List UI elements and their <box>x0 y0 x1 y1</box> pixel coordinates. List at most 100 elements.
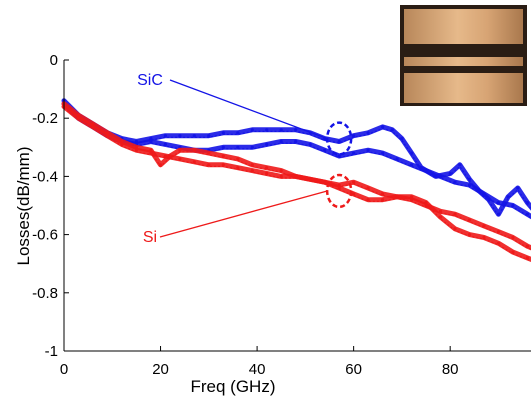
inset-signal-line <box>404 57 523 66</box>
data-point <box>323 180 327 184</box>
data-point <box>525 244 530 248</box>
data-point <box>496 201 501 205</box>
data-point <box>366 186 370 190</box>
data-point <box>207 134 211 138</box>
data-point <box>279 128 283 132</box>
data-point <box>337 139 341 144</box>
annotation-label: Si <box>143 229 157 246</box>
data-point <box>163 142 167 146</box>
data-point <box>366 131 370 135</box>
data-point <box>496 241 501 245</box>
chart-marks <box>61 98 531 263</box>
x-tick-label: 80 <box>442 361 459 378</box>
y-tick-label: 0 <box>50 52 58 69</box>
data-point <box>525 201 530 205</box>
data-point <box>453 180 457 184</box>
data-point <box>250 169 254 173</box>
data-point <box>337 186 341 190</box>
data-point <box>381 192 385 196</box>
data-point <box>381 198 385 202</box>
series-line <box>61 98 531 217</box>
y-tick-label: -0.4 <box>32 168 58 185</box>
x-tick-label: 20 <box>152 361 169 378</box>
data-point <box>516 186 520 190</box>
data-point <box>236 157 240 161</box>
x-tick-label: 0 <box>60 361 68 378</box>
data-point <box>221 163 225 167</box>
data-point <box>496 230 501 234</box>
annotation-label: SiC <box>137 72 163 89</box>
data-point <box>453 227 457 231</box>
data-point <box>178 157 182 161</box>
data-point <box>410 195 414 199</box>
data-point <box>424 201 428 205</box>
annotation-leader <box>169 79 328 140</box>
data-point <box>236 131 240 135</box>
data-point <box>134 148 138 152</box>
data-point <box>294 174 298 178</box>
x-tick-label: 40 <box>249 361 266 378</box>
annotation-leader <box>159 190 328 238</box>
series-line-texture <box>63 104 531 219</box>
data-point <box>149 151 153 155</box>
data-point <box>506 195 510 199</box>
data-point <box>265 171 269 176</box>
data-point <box>352 134 356 138</box>
data-point <box>163 134 167 138</box>
data-point <box>482 235 486 240</box>
data-point <box>381 151 385 155</box>
data-point <box>163 154 167 158</box>
series-sic-1 <box>61 101 531 220</box>
inset-ground-top <box>404 9 523 44</box>
data-point <box>448 171 452 176</box>
y-tick-label: -1 <box>45 343 58 360</box>
x-axis-label: Freq (GHz) <box>191 377 276 396</box>
data-point <box>467 218 472 222</box>
data-point <box>337 154 341 158</box>
y-tick-label: -0.6 <box>32 227 58 244</box>
data-point <box>250 128 254 132</box>
data-point <box>265 166 269 170</box>
data-point <box>91 125 95 129</box>
data-point <box>381 125 385 129</box>
data-point <box>279 174 283 178</box>
data-point <box>323 148 327 152</box>
y-tick-label: -0.8 <box>32 285 58 302</box>
data-point <box>410 151 414 155</box>
data-point <box>308 177 312 181</box>
data-point <box>458 163 462 167</box>
data-point <box>178 134 182 138</box>
data-point <box>366 148 370 152</box>
data-point <box>207 151 211 155</box>
data-point <box>525 212 530 216</box>
data-point <box>410 163 414 167</box>
data-point <box>467 233 472 237</box>
data-point <box>395 157 399 161</box>
data-point <box>250 145 254 149</box>
data-point <box>221 154 225 158</box>
data-point <box>192 134 196 138</box>
data-point <box>352 151 356 155</box>
data-point <box>76 116 81 120</box>
data-point <box>438 209 443 213</box>
data-point <box>105 134 109 138</box>
data-point <box>221 131 225 135</box>
data-point <box>511 235 515 240</box>
data-point <box>265 128 269 132</box>
data-point <box>467 177 472 181</box>
data-point <box>400 137 404 141</box>
data-point <box>511 250 515 254</box>
series-si-3 <box>61 104 531 263</box>
data-point <box>453 212 457 216</box>
series-sic-0 <box>61 98 531 217</box>
data-point <box>149 139 153 144</box>
data-point <box>294 128 298 132</box>
inset-ground-bottom <box>404 73 523 103</box>
data-point <box>279 169 283 173</box>
data-point <box>438 215 443 219</box>
data-point <box>511 203 515 208</box>
data-point <box>482 192 486 196</box>
inset-photo <box>400 5 527 106</box>
y-axis-label: Losses(dB/mm) <box>14 146 33 265</box>
data-point <box>265 142 269 146</box>
